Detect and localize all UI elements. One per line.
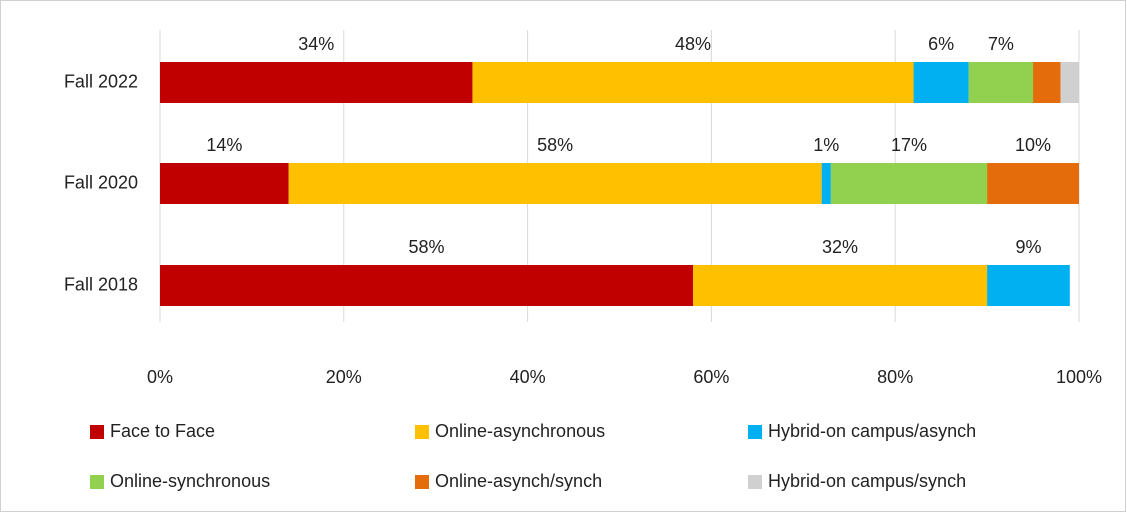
- x-tick-label: 0%: [147, 367, 173, 387]
- bar-segment: [693, 265, 988, 306]
- data-label: 58%: [408, 237, 444, 257]
- bar-segment: [821, 163, 831, 204]
- data-label: 10%: [1015, 135, 1051, 155]
- x-tick-label: 100%: [1056, 367, 1102, 387]
- legend-label: Online-synchronous: [110, 471, 270, 491]
- bar-segment: [472, 62, 914, 103]
- y-tick-label: Fall 2020: [64, 172, 138, 192]
- legend-label: Hybrid-on campus/asynch: [768, 421, 976, 441]
- legend-label: Hybrid-on campus/synch: [768, 471, 966, 491]
- data-label: 9%: [1015, 237, 1041, 257]
- data-label: 32%: [822, 237, 858, 257]
- y-tick-label: Fall 2018: [64, 274, 138, 294]
- x-tick-label: 20%: [326, 367, 362, 387]
- bar-segment: [288, 163, 822, 204]
- data-label: 17%: [891, 135, 927, 155]
- legend-swatch: [415, 475, 429, 489]
- legend-swatch: [748, 475, 762, 489]
- x-tick-label: 60%: [693, 367, 729, 387]
- legend-swatch: [90, 475, 104, 489]
- bar-segment: [160, 62, 473, 103]
- data-label: 58%: [537, 135, 573, 155]
- bar-segment: [160, 265, 694, 306]
- data-label: 6%: [928, 34, 954, 54]
- bar-segment: [1033, 62, 1061, 103]
- data-label: 7%: [988, 34, 1014, 54]
- data-label: 1%: [813, 135, 839, 155]
- x-tick-label: 40%: [510, 367, 546, 387]
- legend-label: Face to Face: [110, 421, 215, 441]
- bar-segment: [1060, 62, 1079, 103]
- bar-segment: [160, 163, 289, 204]
- bar-segment: [987, 163, 1079, 204]
- data-label: 14%: [206, 135, 242, 155]
- x-tick-label: 80%: [877, 367, 913, 387]
- legend-swatch: [748, 425, 762, 439]
- bar-segment: [968, 62, 1034, 103]
- data-label: 34%: [298, 34, 334, 54]
- legend-label: Online-asynchronous: [435, 421, 605, 441]
- bar-segment: [830, 163, 988, 204]
- legend-swatch: [90, 425, 104, 439]
- bar-segment: [987, 265, 1070, 306]
- bar-segment: [913, 62, 969, 103]
- legend-swatch: [415, 425, 429, 439]
- legend-label: Online-asynch/synch: [435, 471, 602, 491]
- data-label: 48%: [675, 34, 711, 54]
- y-tick-label: Fall 2022: [64, 71, 138, 91]
